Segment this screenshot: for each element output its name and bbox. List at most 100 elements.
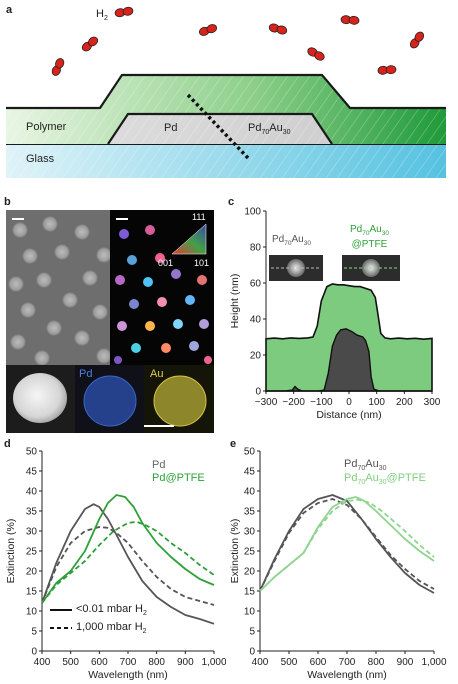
eds-map-au: Au [144, 365, 214, 433]
y-tick-label: 35 [244, 507, 256, 518]
x-tick-label: 900 [177, 657, 194, 668]
y-tick-label: 20 [244, 567, 256, 578]
sem-image [6, 210, 110, 365]
y-tick-label: 60 [250, 279, 262, 290]
x-tick-label: −100 [310, 397, 333, 408]
scale-bar [116, 218, 128, 220]
haadf-particle-image [6, 365, 75, 433]
series-line-pd70au30-ptfe-dashed [259, 498, 435, 592]
x-axis-label: Wavelength (nm) [307, 669, 387, 680]
y-tick-label: 40 [26, 487, 38, 498]
y-axis-label: Height (nm) [229, 274, 241, 329]
x-tick-label: 200 [396, 397, 413, 408]
polymer-label: Polymer [26, 121, 67, 133]
glass-label: Glass [26, 153, 55, 165]
y-tick-label: 45 [26, 467, 38, 478]
scale-bar [144, 425, 174, 427]
legend-d-line2: 1,000 mbar H2 [76, 621, 147, 636]
x-tick-label: 100 [368, 397, 385, 408]
y-axis-label: Extinction (%) [230, 519, 241, 584]
y-tick-label: 0 [255, 387, 261, 398]
y-tick-label: 50 [244, 447, 256, 458]
y-tick-label: 40 [250, 315, 262, 326]
y-tick-label: 30 [244, 527, 256, 538]
x-tick-label: 800 [148, 657, 165, 668]
y-axis-label: Extinction (%) [5, 519, 17, 584]
x-tick-label: 1,000 [421, 657, 446, 668]
y-tick-label: 80 [250, 243, 262, 254]
y-tick-label: 40 [244, 487, 256, 498]
x-tick-label: 600 [310, 657, 327, 668]
x-tick-label: 900 [397, 657, 414, 668]
legend-d-line1: <0.01 mbar H2 [76, 603, 147, 618]
colorbar-tick-101: 101 [194, 258, 210, 268]
series-line-pd70au30-ptfe-solid [259, 496, 435, 592]
x-tick-label: 0 [346, 397, 352, 408]
inset-label-bare: Pd70Au30 [272, 234, 311, 247]
legend-e-coated: Pd70Au30@PTFE [344, 472, 426, 487]
x-tick-label: 600 [91, 657, 108, 668]
y-tick-label: 30 [26, 527, 38, 538]
inset-afm-bare [269, 255, 323, 281]
y-tick-label: 45 [244, 467, 256, 478]
scale-bar [12, 218, 24, 220]
ipf-colorbar [171, 223, 207, 255]
y-tick-label: 20 [26, 567, 38, 578]
h2-molecules [51, 6, 425, 76]
y-tick-label: 5 [31, 627, 37, 638]
y-tick-label: 35 [26, 507, 38, 518]
orientation-map: 111 001 101 [110, 210, 214, 365]
x-tick-label: 1,000 [201, 657, 226, 668]
y-tick-label: 15 [26, 587, 38, 598]
pd-label: Pd [164, 122, 178, 134]
eds-label-pd: Pd [79, 368, 93, 380]
cut-line [186, 93, 250, 160]
legend-d-line-keys [50, 609, 72, 629]
x-axis-label: Wavelength (nm) [88, 669, 168, 680]
inset-afm-coated [342, 255, 400, 281]
inset-label-coated: Pd70Au30 @PTFE [350, 224, 389, 250]
x-tick-label: 400 [252, 657, 269, 668]
legend-d-pd: Pd [152, 459, 166, 471]
x-axis-label: Distance (nm) [316, 409, 381, 421]
y-tick-label: 50 [26, 447, 38, 458]
y-tick-label: 20 [250, 351, 262, 362]
y-tick-label: 0 [249, 647, 255, 658]
x-tick-label: 300 [424, 397, 441, 408]
y-tick-label: 25 [26, 547, 38, 558]
series-line-pd-ptfe-solid [41, 494, 215, 604]
x-tick-label: 700 [120, 657, 137, 668]
x-tick-label: 400 [34, 657, 51, 668]
panel-label-d: d [4, 438, 11, 450]
gas-label: H2 [96, 8, 108, 23]
y-tick-label: 5 [249, 627, 255, 638]
series-line-pd-dashed [41, 526, 215, 606]
extinction-chart-d: 400 500 600 700 800 900 1,000 0 5 10 15 20 25 30 35 40 4… [5, 447, 226, 681]
series-line-pd70au30-dashed [259, 498, 435, 592]
x-tick-label: 700 [339, 657, 356, 668]
height-profile-chart: −300 −200 −100 0 100 200 300020406080100Distan… [229, 207, 441, 422]
colorbar-tick-001: 001 [158, 258, 174, 268]
schematic-panel-a [6, 6, 446, 178]
x-tick-label: −200 [282, 397, 305, 408]
extinction-chart-e: 400 500 600 700 800 900 1,000 0 5 10 15 20 25 30 35 40 4… [230, 447, 447, 681]
y-tick-label: 10 [26, 607, 38, 618]
legend-e-bare: Pd70Au30 [344, 458, 387, 473]
series-line-pd-ptfe-dashed [41, 520, 215, 604]
x-tick-label: −300 [255, 397, 278, 408]
panel-label-a: a [6, 4, 13, 16]
y-tick-label: 25 [244, 547, 256, 558]
alloy-label: Pd70Au30 [248, 122, 291, 137]
y-tick-label: 0 [31, 647, 37, 658]
legend-d-pd-ptfe: Pd@PTFE [152, 472, 205, 484]
eds-label-au: Au [150, 368, 164, 380]
colorbar-tick-111: 111 [192, 212, 206, 222]
eds-map-pd: Pd [75, 365, 144, 433]
panel-label-c: c [228, 196, 235, 208]
x-tick-label: 500 [281, 657, 298, 668]
series-line-pd70au30-solid [259, 494, 435, 594]
y-tick-label: 15 [244, 587, 256, 598]
y-tick-label: 10 [244, 607, 256, 618]
y-tick-label: 100 [244, 207, 261, 218]
x-tick-label: 800 [368, 657, 385, 668]
